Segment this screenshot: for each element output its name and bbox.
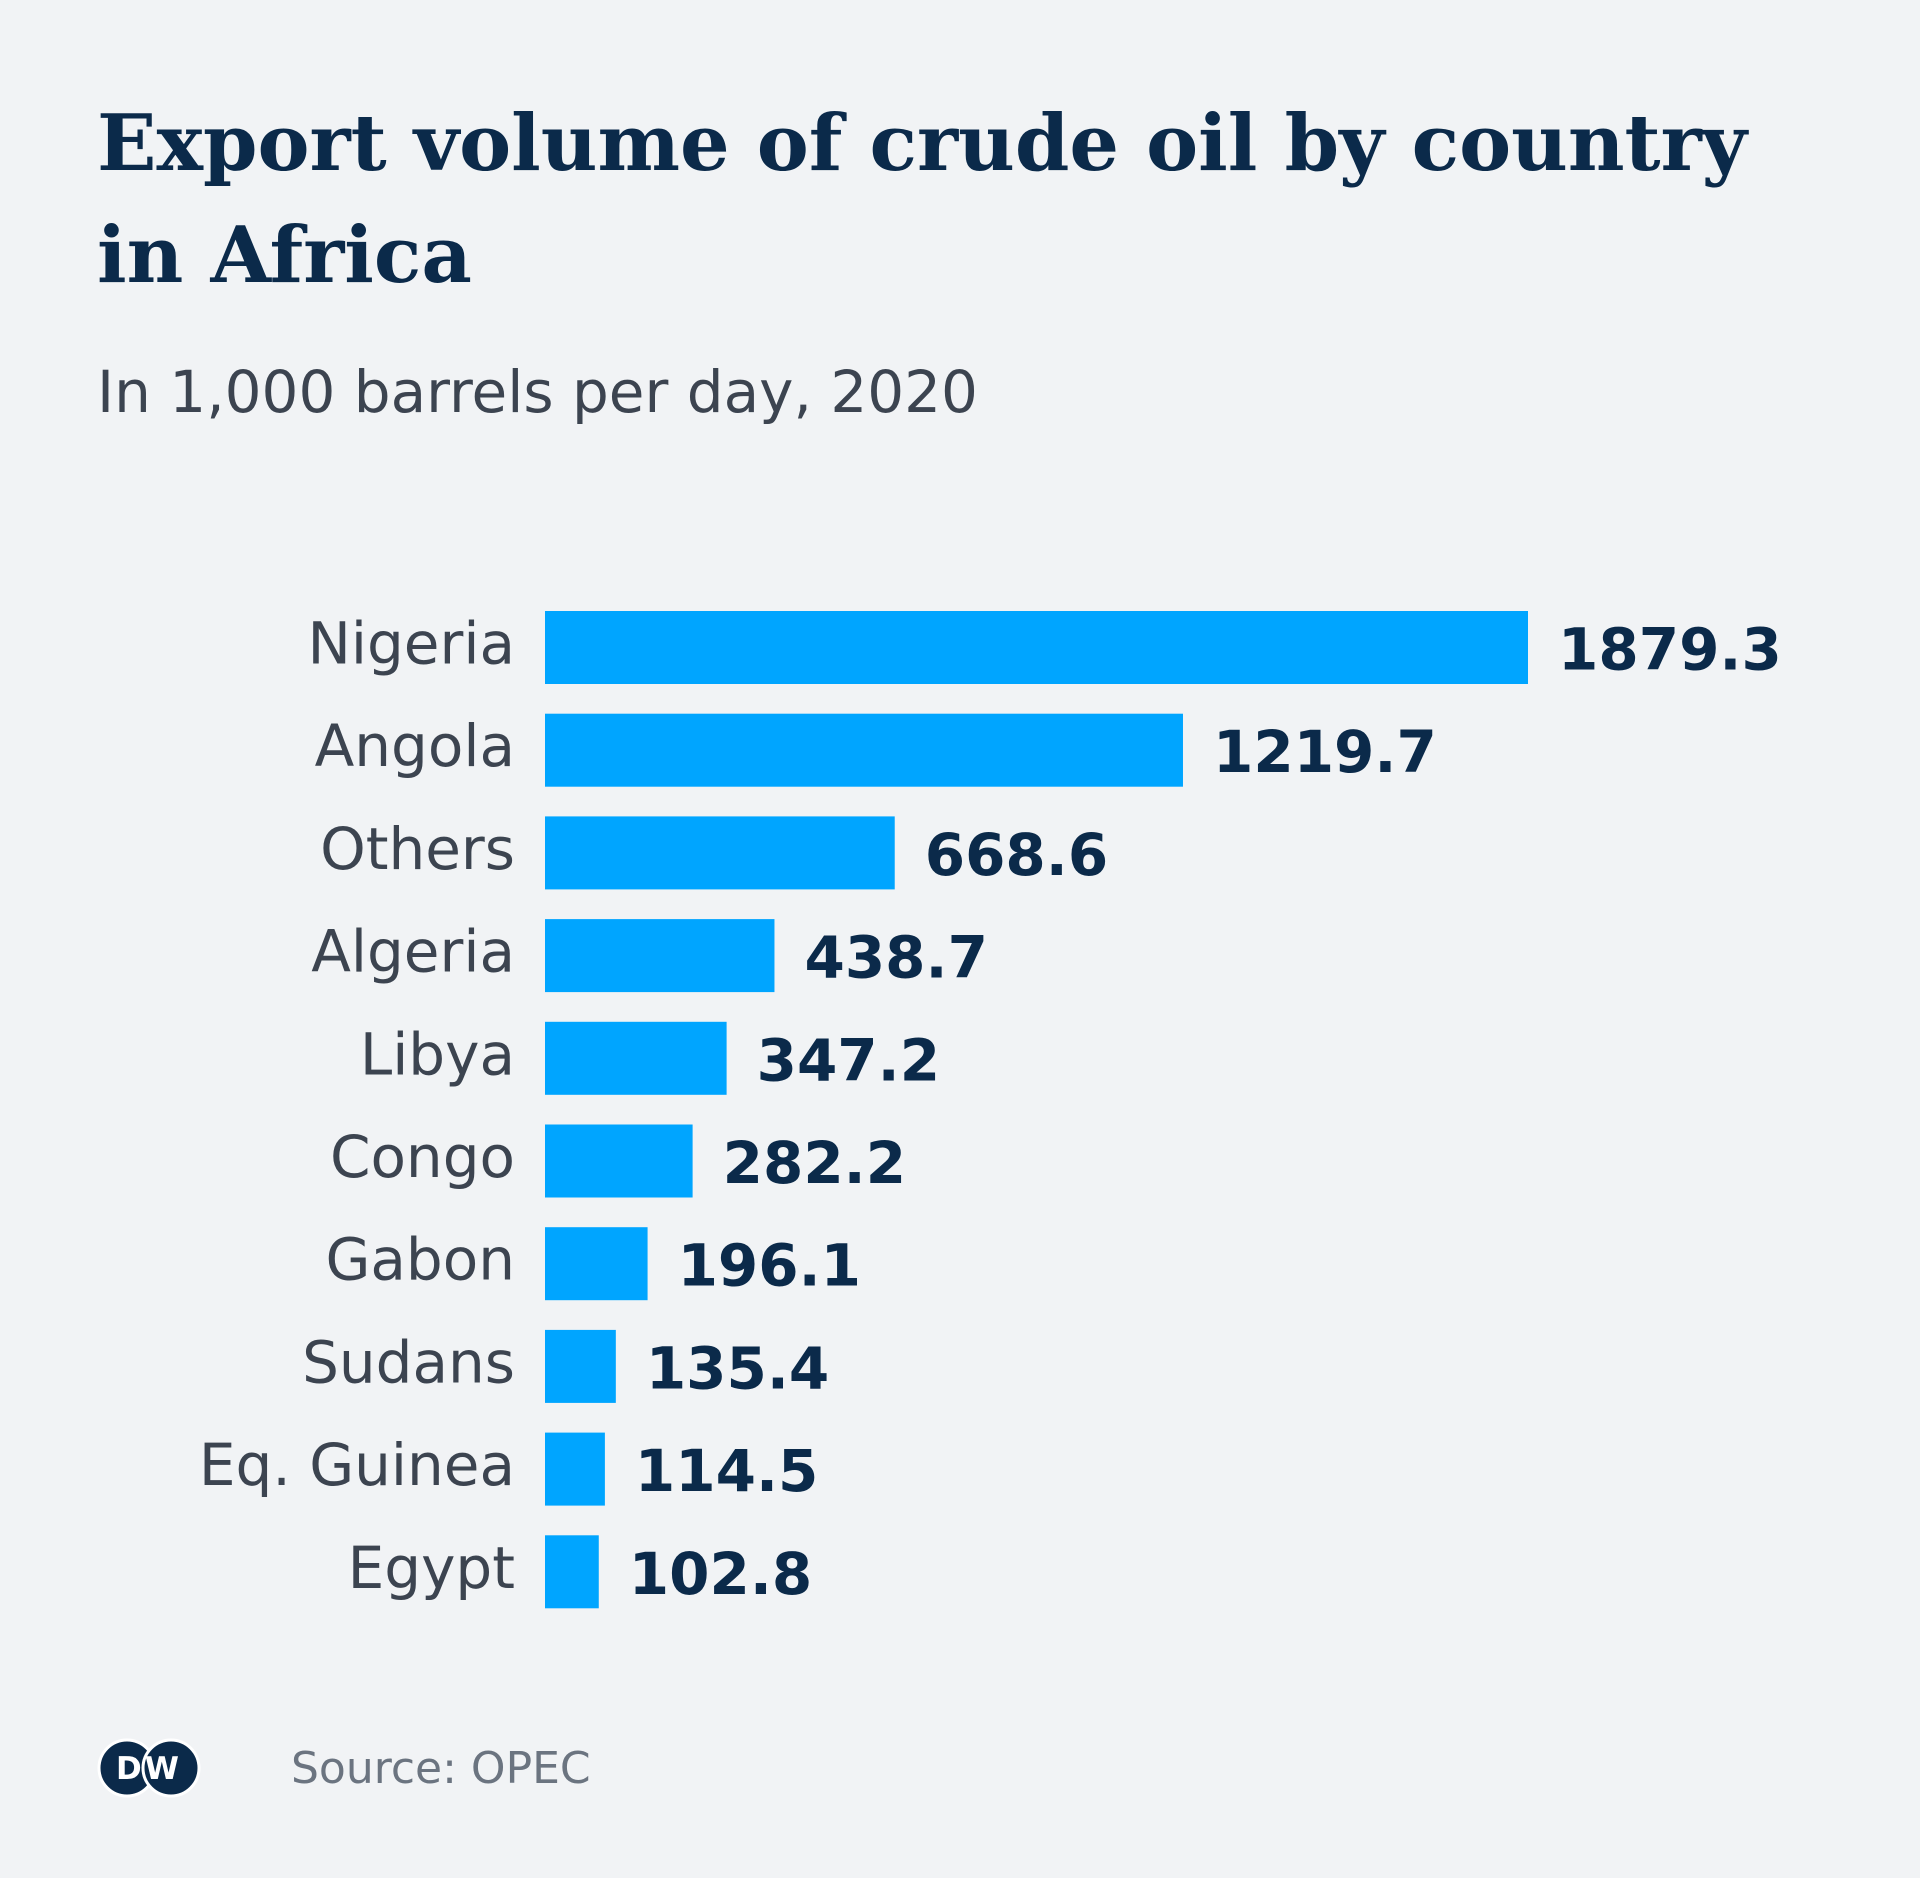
- bar: [545, 816, 895, 890]
- bar: [545, 1124, 693, 1198]
- value-label: 1879.3: [1558, 616, 1782, 684]
- chart-subtitle: In 1,000 barrels per day, 2020: [97, 358, 978, 426]
- category-label: Eq. Guinea: [199, 1431, 515, 1499]
- bar: [545, 611, 1528, 684]
- value-label: 347.2: [757, 1026, 940, 1094]
- source-note: Source: OPEC: [291, 1742, 591, 1794]
- footer: DW Source: OPEC: [97, 1735, 591, 1801]
- dw-logo-text: DW: [116, 1751, 182, 1787]
- category-label: Algeria: [311, 918, 515, 986]
- bar: [545, 1535, 599, 1609]
- dw-logo: DW: [97, 1738, 201, 1798]
- value-label: 282.2: [723, 1129, 906, 1197]
- value-label: 135.4: [646, 1334, 829, 1402]
- value-label: 1219.7: [1213, 718, 1437, 786]
- category-label: Egypt: [348, 1534, 515, 1602]
- bar: [545, 919, 775, 993]
- value-label: 668.6: [925, 821, 1108, 889]
- category-label: Angola: [315, 712, 515, 780]
- value-label: 114.5: [635, 1437, 818, 1505]
- bar: [545, 1329, 616, 1403]
- bar: [545, 1227, 648, 1301]
- category-label: Others: [320, 815, 515, 883]
- category-label: Sudans: [302, 1328, 515, 1396]
- chart-title: Export volume of crude oil by country in…: [97, 98, 1747, 301]
- value-label: 438.7: [804, 924, 987, 992]
- bar: [545, 1432, 605, 1506]
- value-label: 196.1: [678, 1232, 861, 1300]
- category-label: Nigeria: [307, 610, 515, 678]
- bar: [545, 713, 1183, 787]
- bar: [545, 1021, 727, 1095]
- category-label: Congo: [330, 1123, 515, 1191]
- value-label: 102.8: [629, 1540, 812, 1608]
- category-label: Gabon: [325, 1226, 515, 1294]
- category-label: Libya: [360, 1020, 515, 1088]
